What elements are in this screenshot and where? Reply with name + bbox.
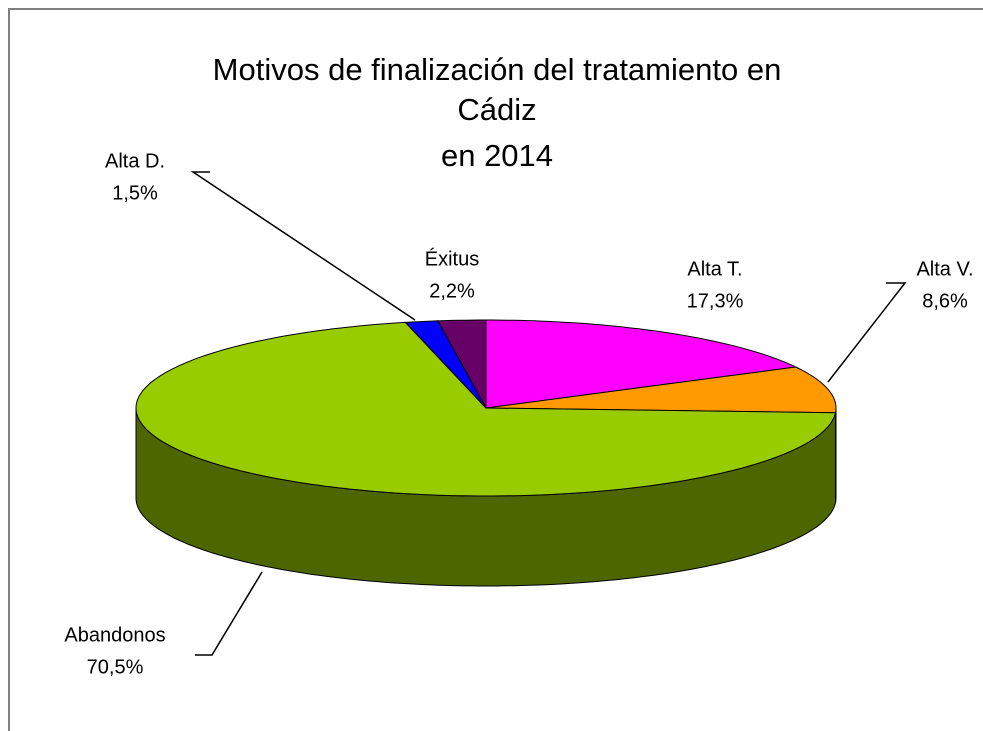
chart-title: Cádiz <box>457 92 536 127</box>
slice-value-label: 70,5% <box>87 656 144 678</box>
leader-line <box>190 171 416 321</box>
slice <box>436 319 487 409</box>
slice <box>404 320 487 409</box>
slice-label: Éxitus <box>425 247 479 270</box>
pie <box>135 319 837 587</box>
chart-title: Motivos de finalización del tratamiento … <box>213 52 782 87</box>
slice-value-label: 1,5% <box>112 182 158 204</box>
slice <box>485 366 837 414</box>
slice-label: Alta V. <box>916 258 973 280</box>
slice-value-label: 17,3% <box>687 290 744 312</box>
slice <box>485 319 798 409</box>
chart-title: en 2014 <box>441 138 553 173</box>
slice-label: Alta T. <box>687 258 742 280</box>
leader-line <box>195 571 263 656</box>
leader-line <box>827 282 907 383</box>
slice-value-label: 8,6% <box>922 290 968 312</box>
slice <box>135 321 837 497</box>
slice-value-label: 2,2% <box>429 280 475 302</box>
slice-label: Abandonos <box>64 624 165 646</box>
labels: Motivos de finalización del tratamiento … <box>64 52 973 678</box>
slice-label: Alta D. <box>105 150 165 172</box>
